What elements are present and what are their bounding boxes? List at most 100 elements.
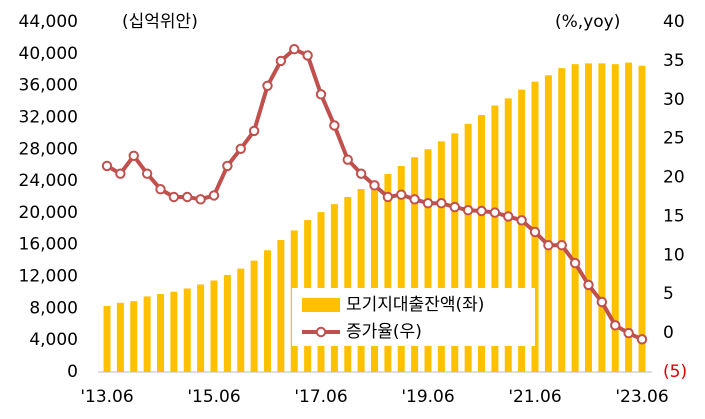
y-tick-label: 16,000 <box>19 235 78 255</box>
bar <box>183 288 191 372</box>
x-tick-label: '15.06 <box>187 387 240 407</box>
bar <box>130 301 138 372</box>
line-marker <box>275 55 287 67</box>
line-marker <box>516 215 527 226</box>
y-tick-label: 8,000 <box>29 298 78 318</box>
y-tick-label: 40,000 <box>19 44 78 64</box>
bar <box>237 268 245 372</box>
bar <box>384 173 392 372</box>
x-tick-label: '17.06 <box>294 387 347 407</box>
y2-tick-label: 30 <box>663 90 685 110</box>
legend-swatch <box>302 298 340 312</box>
y2-tick-label: 5 <box>663 284 674 304</box>
bar <box>504 98 512 372</box>
y2-axis-label: (%,yoy) <box>555 12 620 32</box>
y-tick-label: 12,000 <box>19 267 78 287</box>
line-marker <box>449 201 460 213</box>
line-marker <box>141 168 153 179</box>
legend-label: 증가율(우) <box>346 322 422 342</box>
line-marker <box>168 191 180 203</box>
bar <box>344 197 352 372</box>
y2-tick-label: 15 <box>663 206 685 226</box>
y2-tick-label: 35 <box>663 51 685 71</box>
y-axis-label: (십억위안) <box>122 12 198 32</box>
y-tick-label: 28,000 <box>19 139 78 159</box>
y-tick-label: 36,000 <box>19 76 78 96</box>
y2-tick-label: 10 <box>663 245 685 265</box>
y-tick-label: 44,000 <box>19 12 78 32</box>
bar <box>625 62 633 373</box>
bar <box>437 141 445 372</box>
bar <box>143 296 151 372</box>
legend-swatch-marker <box>315 326 327 338</box>
bar <box>116 302 124 372</box>
line-marker <box>382 191 394 203</box>
line-marker <box>289 44 300 55</box>
bar <box>103 305 111 372</box>
bar <box>611 64 619 372</box>
line-marker <box>115 168 126 179</box>
line-marker <box>529 226 541 238</box>
line-marker <box>543 240 554 251</box>
bar <box>357 189 365 372</box>
line-marker <box>409 194 420 205</box>
x-tick-label: '19.06 <box>401 387 454 407</box>
line-marker <box>636 334 648 345</box>
bar <box>371 181 378 372</box>
bar <box>411 157 419 372</box>
bar <box>223 274 231 372</box>
line-marker <box>569 257 581 269</box>
bar <box>478 115 485 373</box>
x-tick-label: '21.06 <box>508 387 561 407</box>
bar <box>491 105 499 372</box>
bar <box>210 280 218 372</box>
legend-label: 모기지대출잔액(좌) <box>346 295 484 315</box>
bar <box>571 64 579 372</box>
line-marker <box>369 180 380 191</box>
y-tick-label: 4,000 <box>29 330 78 350</box>
bar <box>397 165 405 372</box>
line-marker <box>422 198 434 209</box>
line-marker <box>436 198 447 209</box>
line-marker <box>396 189 407 200</box>
y2-tick-label: 25 <box>663 129 685 149</box>
bar <box>264 250 271 372</box>
line-marker <box>476 205 487 217</box>
y2-tick-label: 40 <box>663 12 685 32</box>
bar <box>585 63 592 372</box>
line-marker <box>222 160 233 172</box>
legend-box <box>292 288 535 346</box>
line-marker <box>355 168 367 179</box>
line-marker <box>182 191 193 203</box>
bar <box>451 133 459 372</box>
bar <box>277 239 285 372</box>
line-marker <box>623 327 634 339</box>
line-marker <box>248 125 260 137</box>
bar <box>197 284 205 372</box>
line-marker <box>155 184 166 195</box>
line-marker <box>208 190 220 201</box>
bar <box>170 291 178 372</box>
line-marker <box>329 120 340 131</box>
bar <box>424 149 432 372</box>
bar <box>250 260 258 372</box>
line-marker <box>262 80 273 91</box>
line-marker <box>101 160 113 172</box>
line-marker <box>128 150 139 161</box>
line-marker <box>302 50 313 61</box>
bar <box>638 65 646 372</box>
bar <box>518 89 526 372</box>
y-tick-label: 0 <box>67 362 78 382</box>
bar <box>598 63 606 372</box>
line-marker <box>583 279 594 291</box>
line-marker <box>596 296 608 308</box>
line-marker <box>503 211 514 222</box>
line-marker <box>235 143 246 154</box>
line-marker <box>462 205 474 216</box>
line-marker <box>342 154 353 165</box>
y2-tick-label: 0 <box>663 323 674 343</box>
bar <box>558 68 566 373</box>
line-marker <box>489 207 501 218</box>
line-marker <box>556 240 567 251</box>
